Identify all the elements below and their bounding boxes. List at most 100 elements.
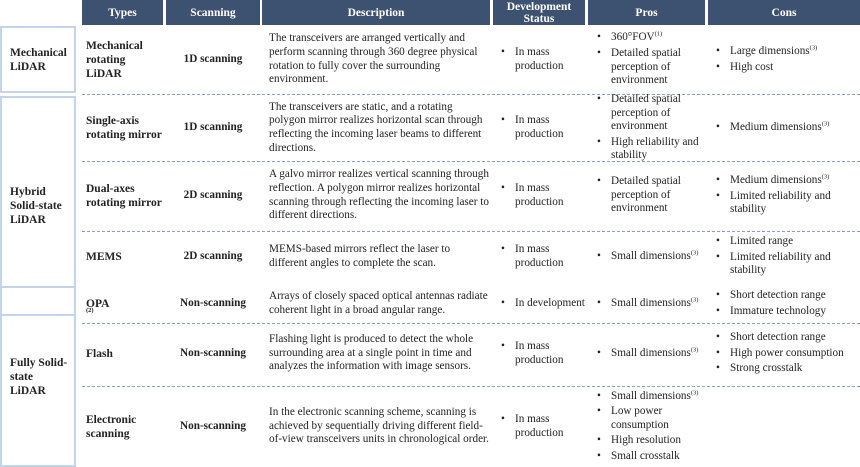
- table-row: Dual-axes rotating mirror 2D scanning A ga…: [82, 161, 860, 230]
- pros-list: Small dimensions(3): [591, 248, 709, 266]
- cons-cell: Short detection range Immature technology: [710, 286, 860, 322]
- cons-item: Limited reliability and stability: [710, 251, 860, 278]
- status-list: In mass production: [495, 241, 587, 272]
- pros-item: Small dimensions(3): [591, 249, 709, 264]
- header-types: Types: [82, 0, 163, 25]
- pros-list: Small dimensions(3)Low power consumption…: [591, 388, 709, 466]
- pros-cell: Small dimensions(3): [591, 286, 709, 322]
- category-box: Mechanical LiDAR: [0, 26, 76, 93]
- pros-item: Detailed spatial perception of environme…: [591, 175, 709, 216]
- status-item: In mass production: [495, 340, 587, 367]
- status-list: In development: [495, 295, 587, 313]
- cons-item: Short detection range: [710, 331, 860, 345]
- status-item: In mass production: [495, 243, 587, 270]
- row-divider: [82, 231, 860, 232]
- pros-item: Small crosstalk: [591, 450, 709, 464]
- pros-item: Small dimensions(3): [591, 346, 709, 361]
- description-cell: Arrays of closely spaced optical antenna…: [269, 290, 488, 316]
- cons-item: Large dimensions(3): [710, 44, 860, 59]
- cons-cell: [710, 386, 860, 467]
- description-cell: MEMS-based mirrors reflect the laser to …: [269, 242, 451, 269]
- status-list: In mass production: [495, 411, 587, 442]
- pros-item: Small dimensions(3): [591, 389, 709, 404]
- cons-cell: Large dimensions(3) High cost: [710, 26, 860, 93]
- header-development-status: Development Status: [493, 0, 585, 25]
- type-cell: Mechanical rotating LiDAR: [86, 39, 143, 80]
- cons-cell: Short detection range High power consumpt…: [710, 322, 860, 385]
- pros-item: Detailed spatial perception of environme…: [591, 47, 709, 88]
- table-row: Mechanical rotating LiDAR 1D scanning The …: [82, 26, 860, 93]
- cons-item: Strong crosstalk: [710, 362, 860, 376]
- status-item: In development: [495, 297, 587, 311]
- type-cell: MEMS: [86, 250, 122, 263]
- type-cell: Flash: [86, 347, 113, 360]
- pros-cell: Detailed spatial perception of environme…: [591, 161, 709, 230]
- table-row: OPA (2) Non-scanning Arrays of closely spac…: [82, 286, 860, 322]
- row-divider: [82, 323, 860, 324]
- description-cell: In the electronic scanning scheme, scann…: [269, 406, 489, 446]
- type-cell: OPA (2): [86, 298, 110, 314]
- category-box: Fully Solid-state LiDAR: [0, 286, 76, 467]
- type-cell: Electronic scanning: [86, 413, 137, 440]
- cons-list: Medium dimensions(3): [710, 119, 860, 137]
- type-cell: Dual-axes rotating mirror: [86, 182, 162, 209]
- pros-list: Small dimensions(3): [591, 345, 709, 363]
- scanning-cell: Non-scanning: [180, 346, 246, 359]
- cons-list: Large dimensions(3) High cost: [710, 43, 860, 76]
- cons-item: Limited reliability and stability: [710, 190, 860, 217]
- cons-cell: Medium dimensions(3) Limited reliability …: [710, 161, 860, 230]
- header-scanning: Scanning: [166, 0, 260, 25]
- description-cell: The transceivers are arranged vertically…: [269, 32, 478, 86]
- header-cons: Cons: [708, 0, 860, 25]
- status-item: In mass production: [495, 114, 587, 141]
- pros-list: Small dimensions(3): [591, 295, 709, 313]
- description-cell: Flashing light is produced to detect the…: [269, 333, 474, 373]
- cons-item: Medium dimensions(3): [710, 174, 860, 188]
- pros-list: Detailed spatial perception of environme…: [591, 91, 709, 165]
- status-cell: In mass production: [495, 386, 587, 467]
- table-row: MEMS 2D scanning MEMS-based mirrors reflec…: [82, 231, 860, 282]
- status-cell: In mass production: [495, 231, 587, 282]
- scanning-cell: Non-scanning: [180, 297, 246, 310]
- pros-cell: Small dimensions(3): [591, 231, 709, 282]
- scanning-cell: 1D scanning: [183, 121, 243, 134]
- cons-item: Medium dimensions(3): [710, 121, 860, 135]
- pros-cell: Small dimensions(3): [591, 322, 709, 385]
- status-list: In mass production: [495, 180, 587, 211]
- row-divider: [82, 161, 860, 162]
- description-cell: The transceivers are static, and a rotat…: [269, 100, 483, 154]
- category-label: Hybrid Solid-state LiDAR: [10, 186, 62, 226]
- category-box: Hybrid Solid-state LiDAR: [0, 96, 76, 316]
- table-row: Single-axis rotating mirror 1D scanning Th…: [82, 93, 860, 161]
- cons-item: High cost: [710, 61, 860, 75]
- cons-item: Limited range: [710, 235, 860, 249]
- pros-item: Low power consumption: [591, 405, 709, 432]
- status-cell: In mass production: [495, 322, 587, 385]
- cons-item: Immature technology: [710, 305, 860, 319]
- cons-item: High power consumption: [710, 347, 860, 361]
- row-divider: [82, 94, 860, 95]
- pros-item: Detailed spatial perception of environme…: [591, 93, 709, 134]
- status-cell: In mass production: [495, 161, 587, 230]
- cons-item: Short detection range: [710, 289, 860, 303]
- description-cell: A galvo mirror realizes vertical scannin…: [269, 168, 489, 222]
- scanning-cell: 1D scanning: [183, 52, 243, 65]
- pros-item: 360°FOV(1): [591, 31, 709, 45]
- status-list: In mass production: [495, 44, 587, 75]
- scanning-cell: 2D scanning: [183, 188, 243, 201]
- table-row: Flash Non-scanning Flashing light is produ…: [82, 322, 860, 385]
- category-label: Mechanical LiDAR: [10, 46, 67, 73]
- pros-item: Small dimensions(3): [591, 297, 709, 311]
- status-item: In mass production: [495, 46, 587, 73]
- header-description: Description: [262, 0, 490, 25]
- cons-list: Limited range Limited reliability and sta…: [710, 233, 860, 280]
- cons-list: Short detection range Immature technology: [710, 287, 860, 320]
- pros-cell: 360°FOV(1) Detailed spatial perception of…: [591, 26, 709, 93]
- scanning-cell: Non-scanning: [180, 419, 246, 432]
- pros-cell: Small dimensions(3)Low power consumption…: [591, 386, 709, 467]
- category-label: Fully Solid-state LiDAR: [10, 356, 68, 397]
- header-pros: Pros: [588, 0, 705, 25]
- cons-list: Medium dimensions(3) Limited reliability …: [710, 172, 860, 219]
- pros-item: High resolution: [591, 434, 709, 448]
- status-item: In mass production: [495, 182, 587, 209]
